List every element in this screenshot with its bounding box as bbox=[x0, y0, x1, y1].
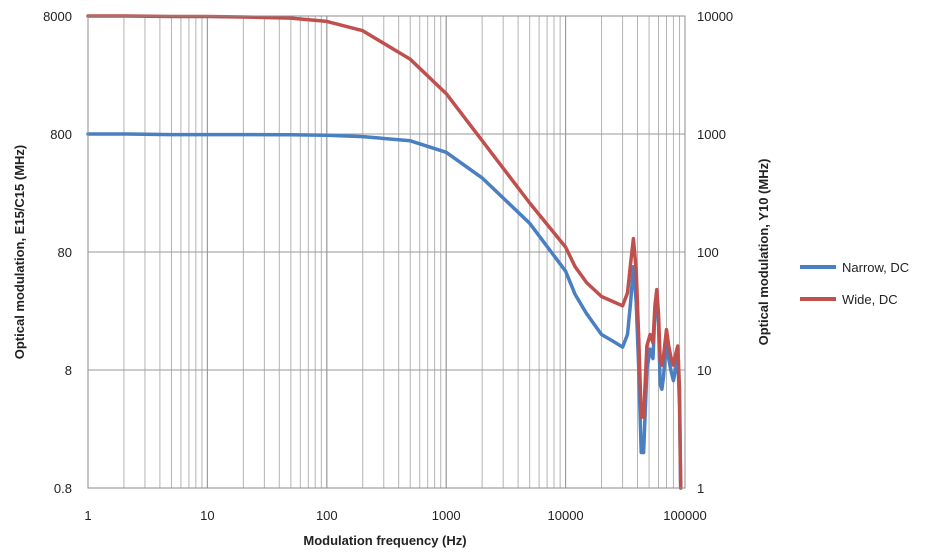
left-y-tick-label: 80 bbox=[58, 245, 72, 260]
x-axis-title: Modulation frequency (Hz) bbox=[303, 533, 466, 548]
left-y-tick-label: 8 bbox=[65, 363, 72, 378]
legend: Narrow, DC Wide, DC bbox=[800, 260, 909, 307]
legend-label-wide-dc: Wide, DC bbox=[842, 292, 898, 307]
plot-area bbox=[86, 14, 686, 490]
right-y-tick-label: 10 bbox=[697, 363, 711, 378]
right-y-axis-title: Optical modulation, Y10 (MHz) bbox=[756, 159, 771, 346]
x-tick-label: 1000 bbox=[432, 508, 461, 523]
left-y-tick-labels: 0.8 8 80 800 8000 bbox=[43, 9, 72, 496]
left-y-axis-title: Optical modulation, E15/C15 (MHz) bbox=[12, 145, 27, 360]
left-y-tick-label: 800 bbox=[50, 127, 72, 142]
right-y-tick-label: 10000 bbox=[697, 9, 733, 24]
right-y-tick-labels: 1 10 100 1000 10000 bbox=[697, 9, 733, 496]
right-y-tick-label: 100 bbox=[697, 245, 719, 260]
left-y-tick-label: 8000 bbox=[43, 9, 72, 24]
x-tick-label: 1 bbox=[84, 508, 91, 523]
right-y-tick-label: 1 bbox=[697, 481, 704, 496]
right-y-tick-label: 1000 bbox=[697, 127, 726, 142]
legend-label-narrow-dc: Narrow, DC bbox=[842, 260, 909, 275]
series-group bbox=[86, 14, 683, 490]
x-tick-label: 100 bbox=[316, 508, 338, 523]
left-y-tick-label: 0.8 bbox=[54, 481, 72, 496]
x-tick-label: 100000 bbox=[663, 508, 706, 523]
series-line-wide-dc bbox=[86, 14, 683, 490]
plot-border bbox=[87, 15, 686, 489]
x-tick-label: 10 bbox=[200, 508, 214, 523]
x-tick-labels: 1 10 100 1000 10000 100000 bbox=[84, 508, 706, 523]
x-tick-label: 10000 bbox=[548, 508, 584, 523]
